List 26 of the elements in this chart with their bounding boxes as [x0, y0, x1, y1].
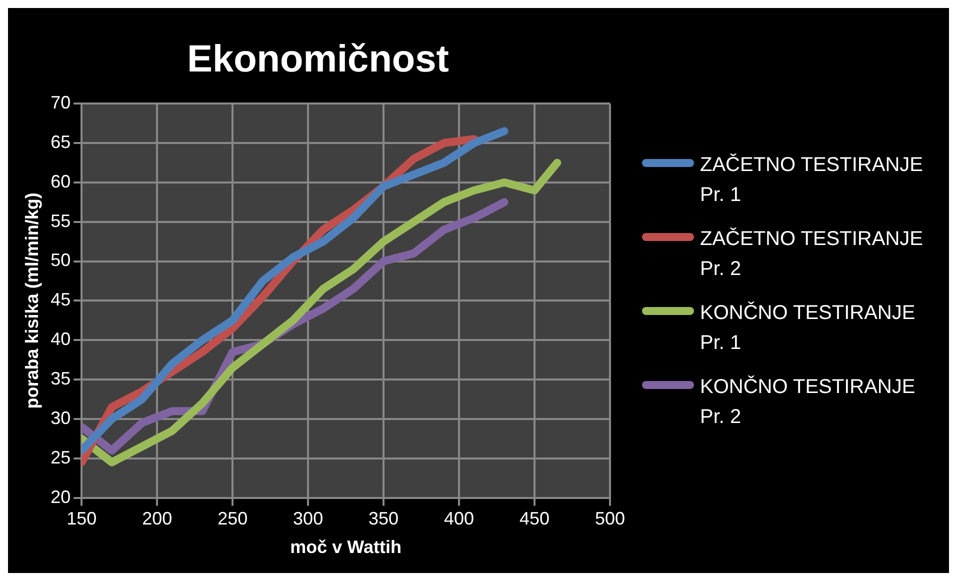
y-axis-title: poraba kisika (ml/min/kg)	[22, 192, 42, 409]
x-tick-label: 300	[293, 508, 324, 529]
x-tick-label: 400	[444, 508, 474, 529]
y-tick-label: 70	[50, 92, 71, 113]
y-tick-label: 30	[50, 408, 71, 428]
y-tick-label: 35	[50, 368, 71, 389]
x-axis-title: moč v Wattih	[290, 537, 402, 558]
legend-label: KONČNO TESTIRANJE Pr. 1	[700, 300, 916, 356]
y-tick-label: 50	[50, 250, 71, 270]
x-tick-label: 500	[594, 508, 626, 529]
y-tick-label: 60	[50, 171, 71, 192]
y-tick-label: 45	[50, 290, 71, 310]
y-tick-label: 65	[50, 132, 71, 152]
legend-label: ZAČETNO TESTIRANJE Pr. 2	[700, 226, 924, 282]
x-tick-label: 350	[368, 508, 399, 529]
x-tick-label: 200	[142, 508, 172, 529]
y-tick-label: 55	[50, 210, 71, 231]
y-tick-label: 25	[50, 447, 71, 468]
x-tick-label: 250	[218, 508, 248, 529]
x-tick-label: 150	[66, 508, 97, 529]
y-tick-label: 40	[50, 329, 71, 350]
x-tick-label: 450	[519, 508, 550, 529]
y-tick-label: 20	[50, 486, 71, 507]
chart-title: Ekonomičnost	[187, 38, 450, 80]
legend-label: ZAČETNO TESTIRANJE Pr. 1	[700, 152, 924, 208]
legend-label: KONČNO TESTIRANJE Pr. 2	[700, 374, 916, 430]
